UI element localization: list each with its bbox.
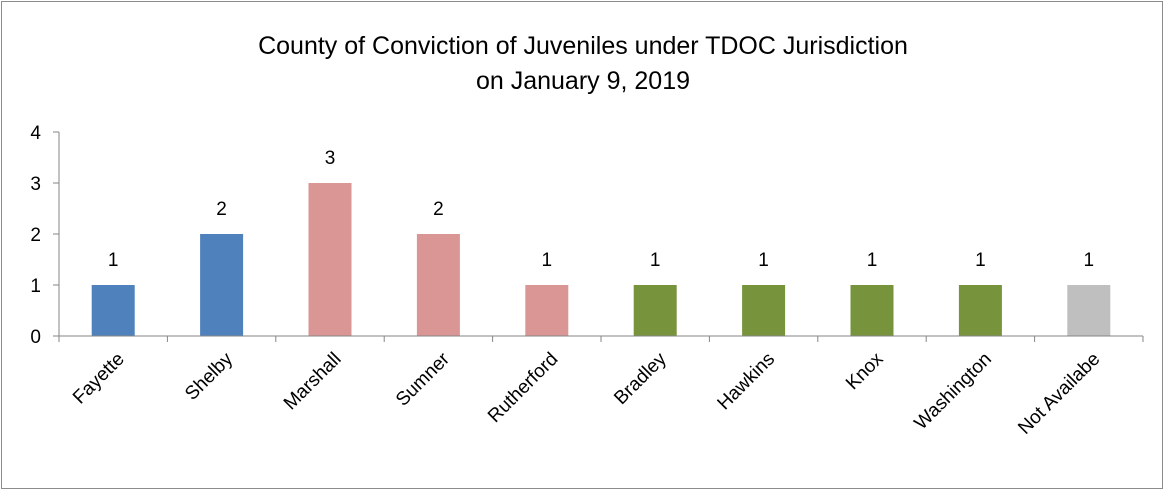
data-label-5: 1 bbox=[650, 250, 661, 271]
y-tick-label-1: 1 bbox=[30, 276, 41, 297]
y-tick-label-2: 2 bbox=[30, 225, 41, 246]
x-tick-label-9: Not Availabe bbox=[1014, 349, 1104, 439]
x-tick-label-4: Rutherford bbox=[484, 349, 562, 427]
x-tick-label-7: Knox bbox=[842, 348, 888, 394]
data-label-6: 1 bbox=[758, 250, 769, 271]
data-label-3: 2 bbox=[433, 199, 444, 220]
bar-2 bbox=[308, 183, 352, 336]
data-label-0: 1 bbox=[108, 250, 119, 271]
bar-8 bbox=[958, 285, 1002, 336]
bar-5 bbox=[633, 285, 677, 336]
bar-6 bbox=[742, 285, 786, 336]
chart-title-line-1: County of Conviction of Juveniles under … bbox=[258, 32, 908, 60]
x-tick-label-6: Hawkins bbox=[714, 349, 780, 415]
y-tick-labels: 0 1 2 3 4 bbox=[30, 123, 41, 348]
x-tick-label-8: Washington bbox=[911, 349, 996, 434]
bars-group bbox=[91, 183, 1111, 336]
x-tick-label-0: Fayette bbox=[69, 349, 129, 409]
x-tick-label-2: Marshall bbox=[280, 349, 346, 415]
y-tick-label-4: 4 bbox=[30, 123, 41, 144]
x-tick-label-5: Bradley bbox=[610, 348, 671, 409]
data-labels: 1 2 3 2 1 1 1 1 1 1 bbox=[108, 148, 1094, 271]
data-label-9: 1 bbox=[1084, 250, 1095, 271]
bar-1 bbox=[200, 234, 244, 336]
x-tick-labels: Fayette Shelby Marshall Sumner Rutherford Bra… bbox=[69, 348, 1104, 439]
bar-0 bbox=[91, 285, 135, 336]
x-tick-label-1: Shelby bbox=[181, 348, 237, 404]
data-label-2: 3 bbox=[325, 148, 336, 169]
bar-3 bbox=[416, 234, 460, 336]
data-label-1: 2 bbox=[216, 199, 227, 220]
bar-9 bbox=[1067, 285, 1111, 336]
bar-7 bbox=[850, 285, 894, 336]
y-tick-label-0: 0 bbox=[30, 327, 41, 348]
x-tick-label-3: Sumner bbox=[392, 348, 454, 410]
chart-title-line-2: on January 9, 2019 bbox=[476, 67, 690, 95]
data-label-7: 1 bbox=[867, 250, 878, 271]
axes-group bbox=[53, 131, 1144, 342]
data-label-8: 1 bbox=[975, 250, 986, 271]
bar-4 bbox=[525, 285, 569, 336]
data-label-4: 1 bbox=[542, 250, 553, 271]
y-tick-label-3: 3 bbox=[30, 174, 41, 195]
